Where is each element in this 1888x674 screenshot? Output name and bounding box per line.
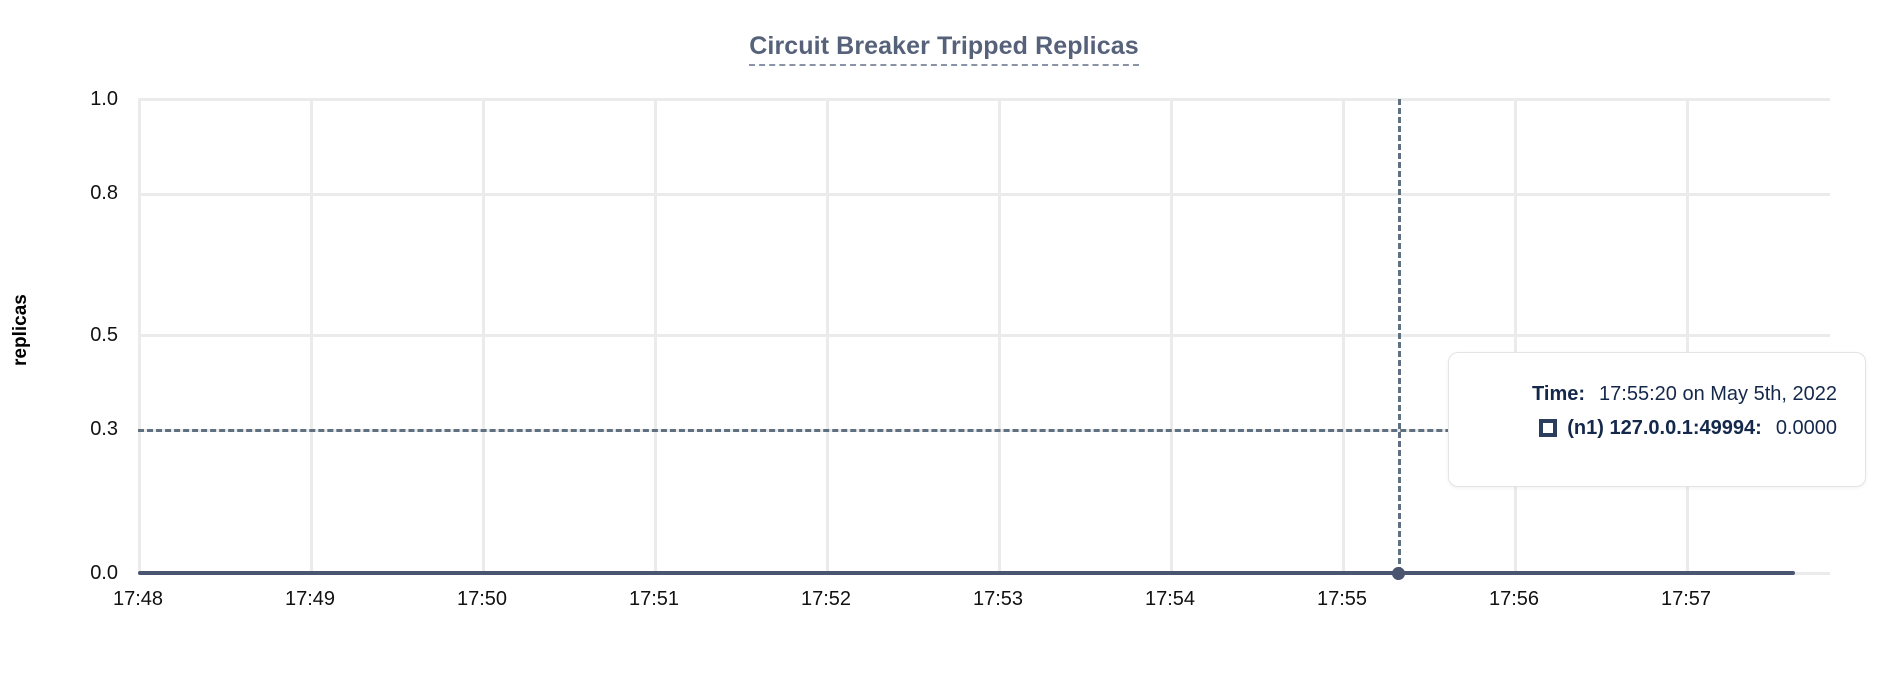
series-data-point[interactable] (1392, 567, 1405, 580)
x-tick-label: 17:53 (972, 588, 1024, 610)
tooltip-series-row: (n1) 127.0.0.1:49994: 0.0000 (1449, 411, 1837, 445)
gridline-vertical (1170, 99, 1173, 573)
series-line (138, 571, 1795, 575)
x-tick-label: 17:49 (284, 588, 336, 610)
gridline-vertical (1686, 99, 1689, 573)
tooltip-series-value: 0.0000 (1775, 416, 1837, 439)
x-tick-label: 17:51 (628, 588, 680, 610)
gridline-vertical (998, 99, 1001, 573)
tooltip-series-label: (n1) 127.0.0.1:49994: (1567, 416, 1762, 439)
chart-tooltip: Time: 17:55:20 on May 5th, 2022 (n1) 127… (1448, 352, 1866, 487)
x-tick-label: 17:50 (456, 588, 508, 610)
y-axis-label: replicas (10, 294, 31, 366)
tooltip-time-label: Time: (1532, 382, 1586, 405)
y-tick-label: 0.3 (90, 418, 118, 440)
gridline-horizontal (138, 334, 1830, 337)
x-tick-label: 17:54 (1144, 588, 1196, 610)
y-tick-label: 0.5 (90, 324, 118, 346)
tooltip-time-value: 17:55:20 on May 5th, 2022 (1599, 382, 1837, 405)
x-tick-label: 17:52 (800, 588, 852, 610)
gridline-vertical (1514, 99, 1517, 573)
threshold-line (138, 429, 1830, 432)
gridline-horizontal (138, 193, 1830, 196)
gridline-vertical (1342, 99, 1345, 573)
chart-title: Circuit Breaker Tripped Replicas (0, 32, 1888, 66)
x-tick-label: 17:48 (112, 588, 164, 610)
x-tick-label: 17:57 (1660, 588, 1712, 610)
gridline-vertical (482, 99, 485, 573)
chart-title-text: Circuit Breaker Tripped Replicas (749, 32, 1139, 66)
gridline-vertical (138, 99, 141, 573)
crosshair-line (1398, 99, 1401, 573)
gridline-horizontal (138, 98, 1830, 101)
x-tick-label: 17:56 (1488, 588, 1540, 610)
square-outline-icon (1539, 419, 1558, 437)
tooltip-time-row: Time: 17:55:20 on May 5th, 2022 (1449, 377, 1837, 411)
gridline-vertical (654, 99, 657, 573)
x-tick-label: 17:55 (1316, 588, 1368, 610)
y-tick-label: 1.0 (90, 88, 118, 110)
gridline-vertical (310, 99, 313, 573)
gridline-vertical (826, 99, 829, 573)
y-tick-label: 0.0 (90, 562, 118, 584)
y-tick-label: 0.8 (90, 182, 118, 204)
plot-area[interactable]: 1.0 0.8 0.5 0.3 0.0 17:48 17:49 17:50 17… (90, 89, 1830, 610)
